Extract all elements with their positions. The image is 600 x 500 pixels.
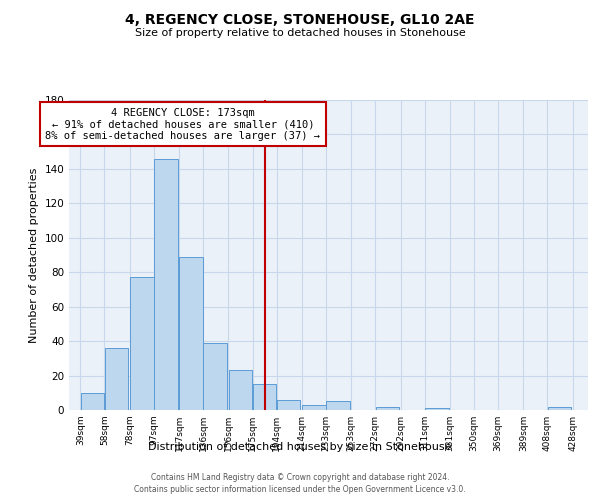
Bar [80,393,104,410]
Text: 4 REGENCY CLOSE: 173sqm
← 91% of detached houses are smaller (410)
8% of semi-de: 4 REGENCY CLOSE: 173sqm ← 91% of detache… [46,108,320,140]
Bar [154,158,178,410]
Text: Size of property relative to detached houses in Stonehouse: Size of property relative to detached ho… [134,28,466,38]
Bar [277,400,301,410]
Text: Distribution of detached houses by size in Stonehouse: Distribution of detached houses by size … [148,442,452,452]
Bar [179,256,203,410]
Text: 4, REGENCY CLOSE, STONEHOUSE, GL10 2AE: 4, REGENCY CLOSE, STONEHOUSE, GL10 2AE [125,12,475,26]
Bar [130,278,154,410]
Text: Contains HM Land Registry data © Crown copyright and database right 2024.
Contai: Contains HM Land Registry data © Crown c… [134,472,466,494]
Bar [253,384,277,410]
Bar [548,406,571,410]
Bar [326,402,350,410]
Bar [104,348,128,410]
Bar [203,343,227,410]
Bar [229,370,253,410]
Bar [425,408,449,410]
Y-axis label: Number of detached properties: Number of detached properties [29,168,39,342]
Bar [302,405,326,410]
Bar [376,406,399,410]
